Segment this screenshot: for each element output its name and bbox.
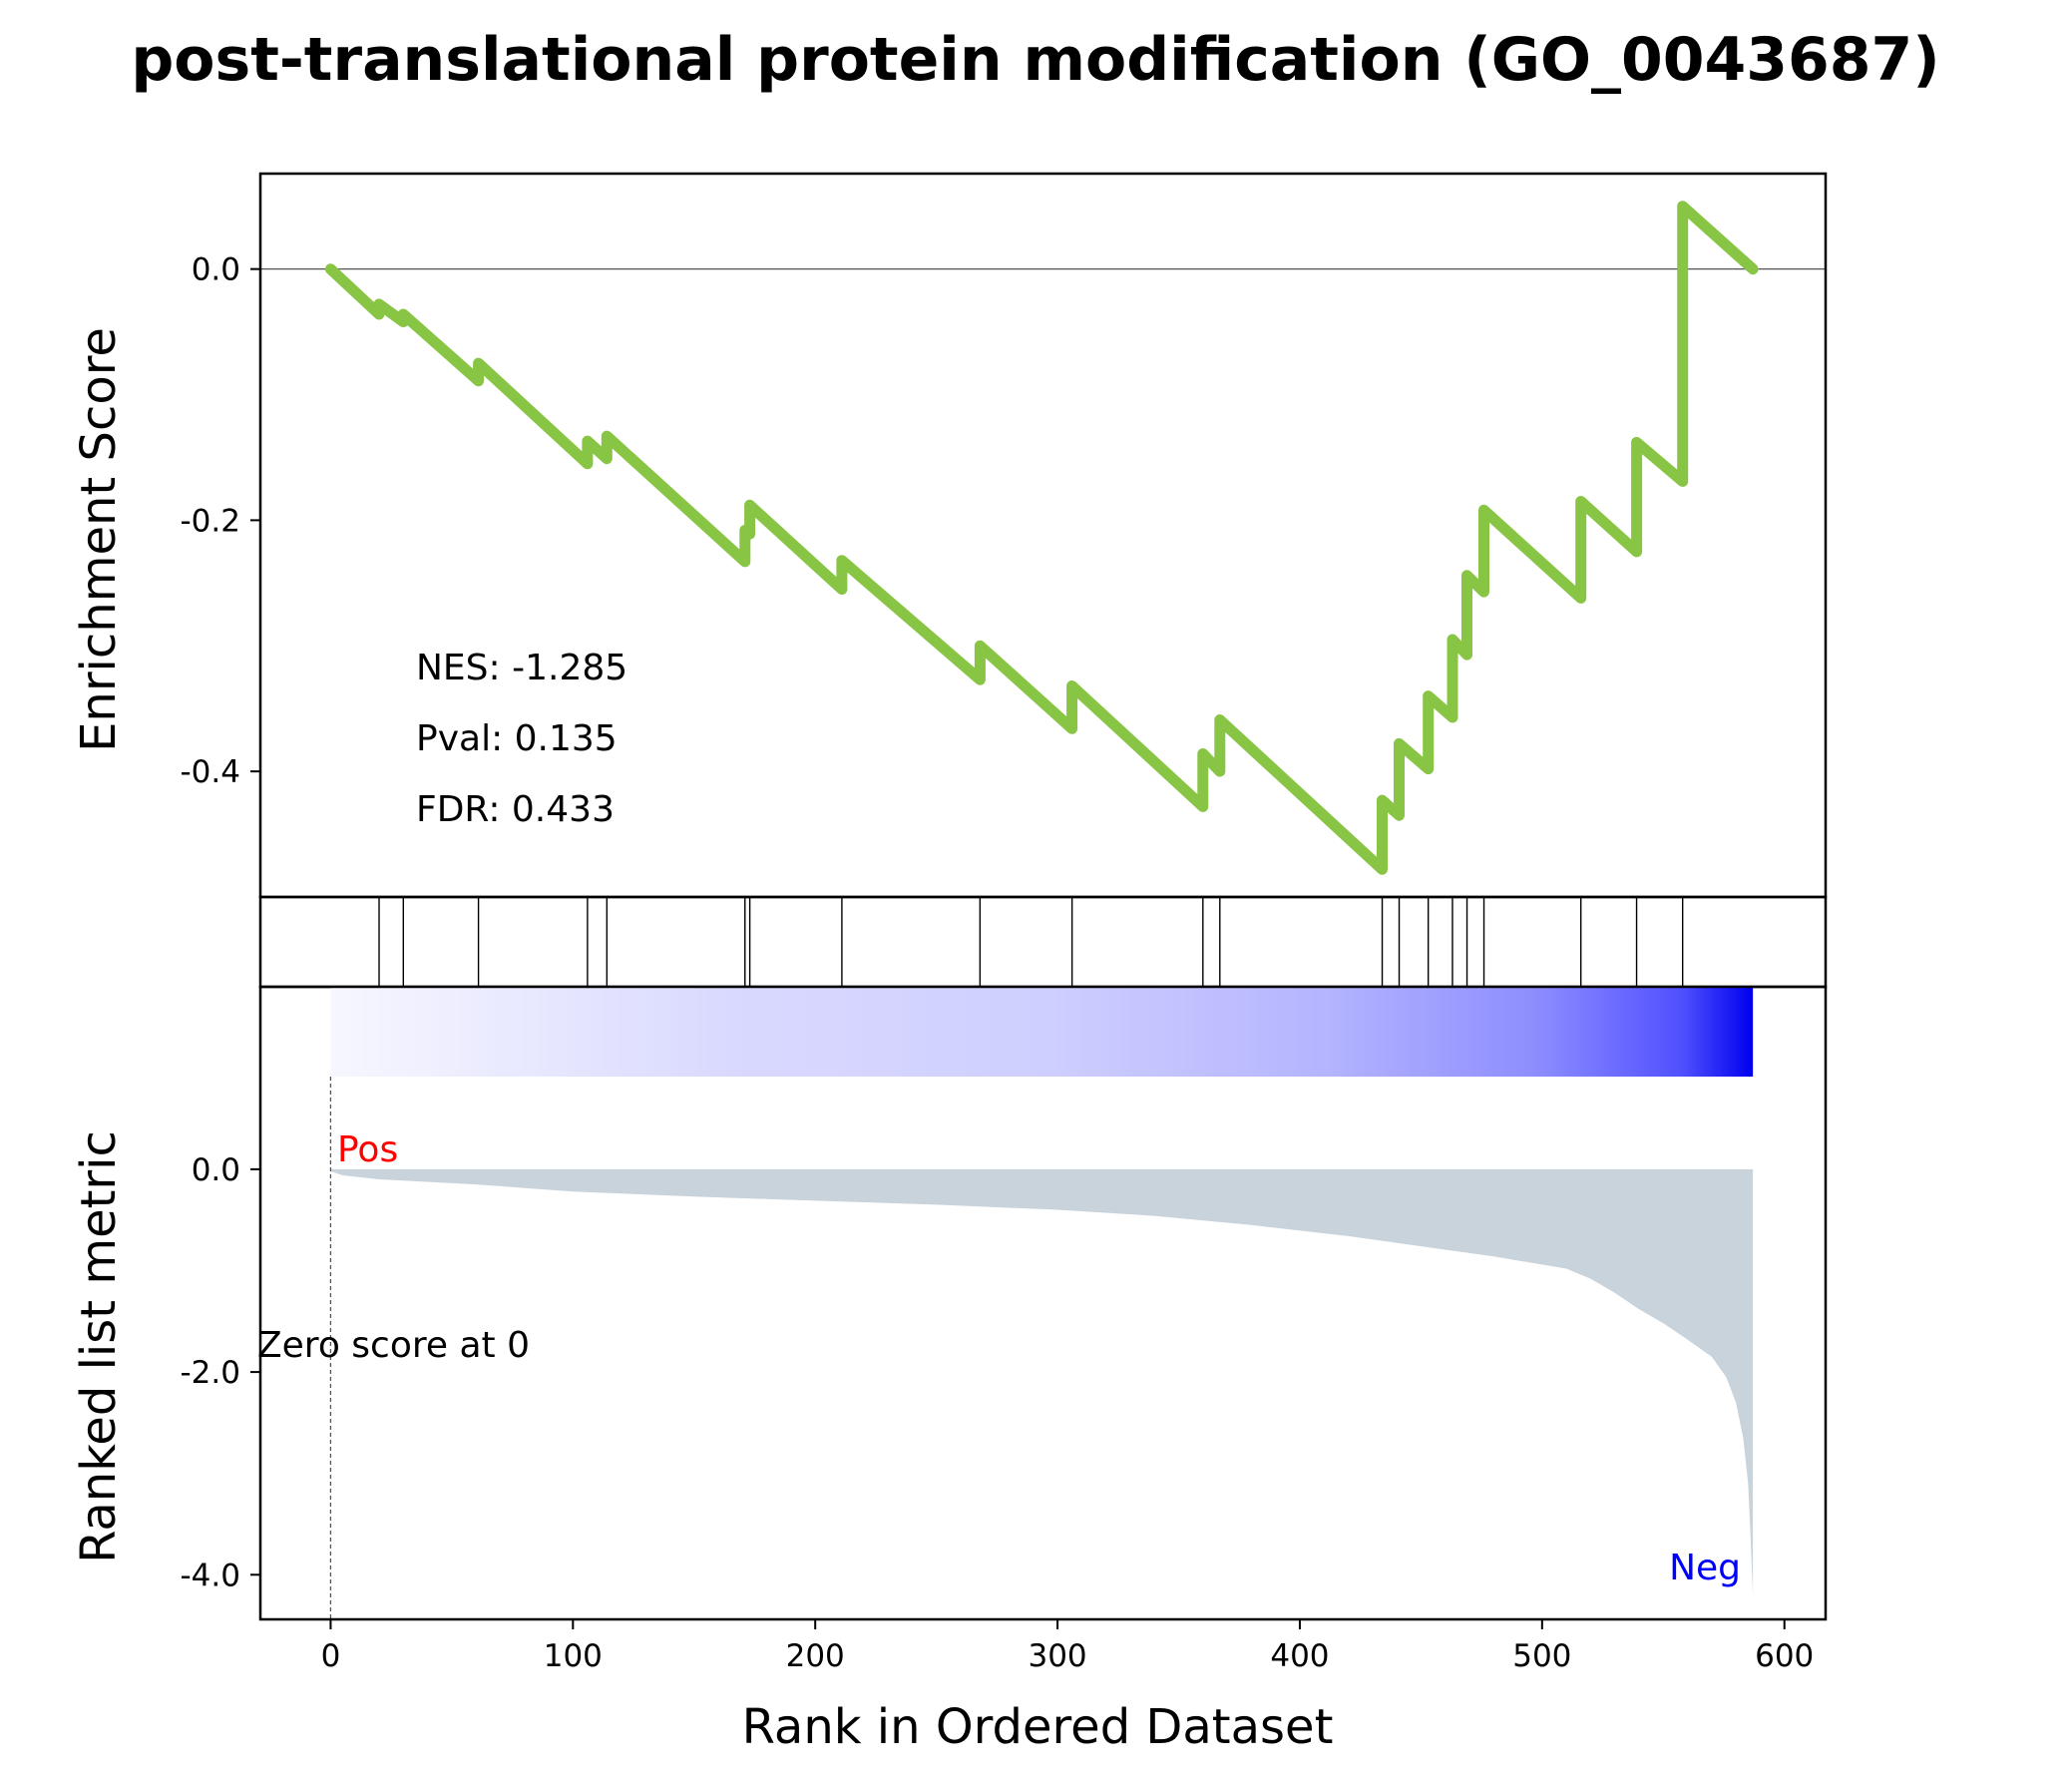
enrichment-line bbox=[324, 201, 1759, 875]
ranked-metric-panel: 0.0 -2.0 -4.0 bbox=[181, 985, 1828, 1621]
pos-label: Pos bbox=[337, 1129, 398, 1170]
hits-panel bbox=[258, 895, 1828, 989]
enrichment-ylabel: Enrichment Score bbox=[71, 327, 127, 752]
metric-ylabel: Ranked list metric bbox=[71, 1130, 127, 1563]
neg-label: Neg bbox=[1669, 1548, 1741, 1588]
chart-title: post-translational protein modification … bbox=[131, 25, 1939, 95]
x-tick-label: 400 bbox=[1270, 1638, 1329, 1674]
x-tick-label: 500 bbox=[1512, 1638, 1571, 1674]
pval-text: Pval: 0.135 bbox=[416, 718, 618, 759]
y-tick-label: -0.2 bbox=[181, 503, 241, 539]
nes-text: NES: -1.285 bbox=[416, 648, 627, 688]
x-tick-label: 600 bbox=[1755, 1638, 1814, 1674]
y-tick-label: -4.0 bbox=[181, 1558, 241, 1593]
x-tick-label: 300 bbox=[1028, 1638, 1086, 1674]
zero-score-label: Zero score at 0 bbox=[257, 1325, 530, 1366]
x-tick-label: 0 bbox=[321, 1638, 341, 1674]
y-tick-label: 0.0 bbox=[192, 252, 240, 288]
fdr-text: FDR: 0.433 bbox=[416, 789, 615, 830]
x-tick-label: 200 bbox=[786, 1638, 845, 1674]
metric-area bbox=[330, 1168, 1754, 1595]
enrichment-panel: 0.0 -0.2 -0.4 bbox=[181, 172, 1828, 899]
y-tick-label: -2.0 bbox=[181, 1355, 241, 1391]
metric-frame bbox=[258, 985, 1828, 1621]
x-tick-labels: 0 100 200 300 400 500 600 bbox=[321, 1619, 1814, 1674]
y-tick-label: 0.0 bbox=[192, 1152, 240, 1188]
hits-frame bbox=[258, 895, 1828, 989]
y-tick-label: -0.4 bbox=[181, 754, 241, 790]
x-axis-label: Rank in Ordered Dataset bbox=[742, 1699, 1334, 1755]
x-tick-label: 100 bbox=[544, 1638, 603, 1674]
heat-strip bbox=[330, 987, 1754, 1077]
